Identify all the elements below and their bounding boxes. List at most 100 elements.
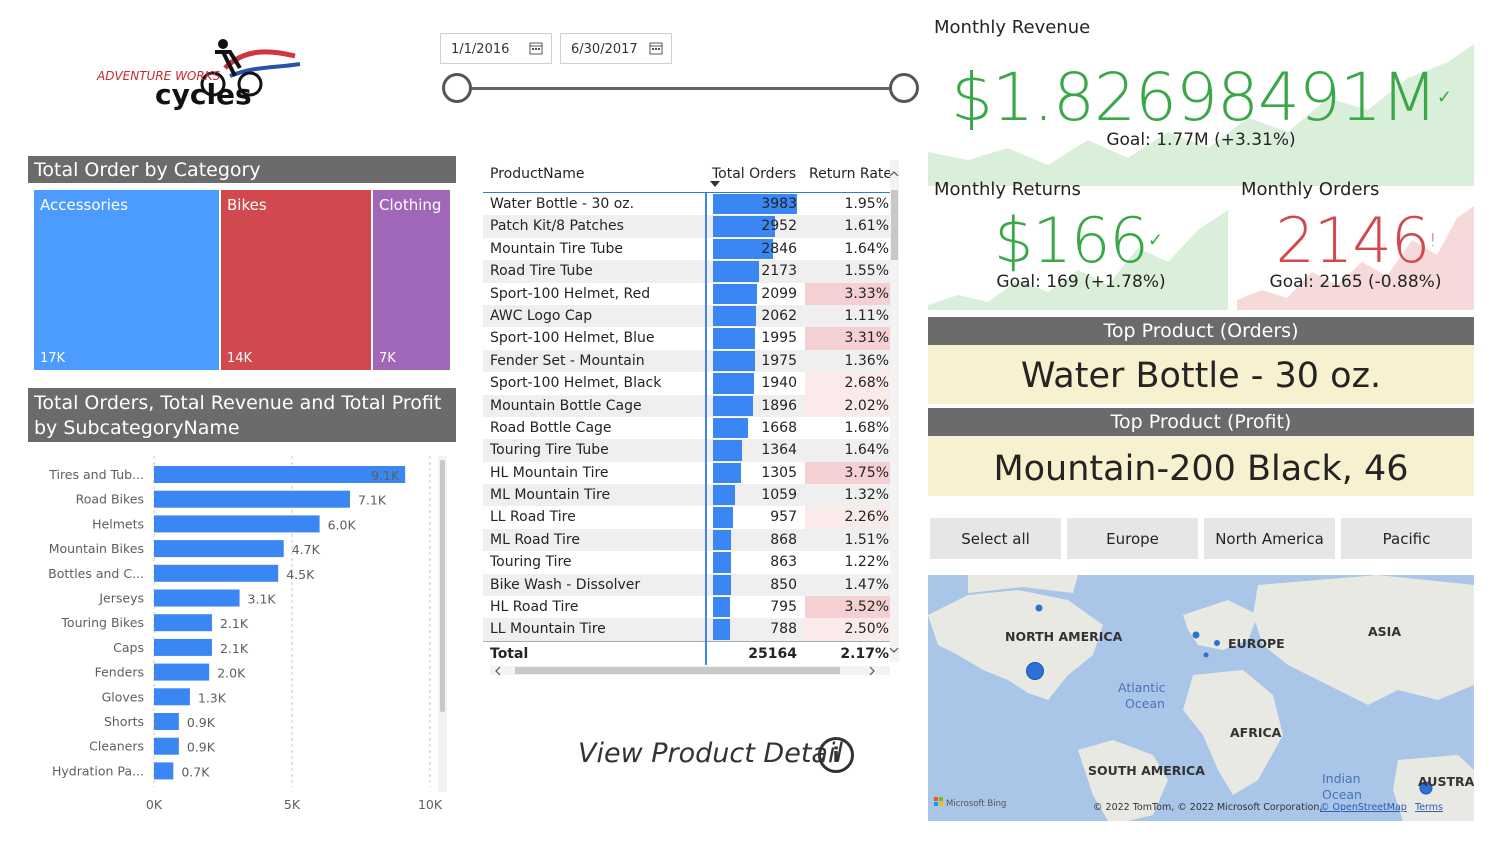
map-point-france[interactable] <box>1214 640 1220 646</box>
table-row[interactable]: Road Bottle Cage 1668 1.68% <box>483 417 898 439</box>
table-row[interactable]: Mountain Bottle Cage 1896 2.02% <box>483 394 898 417</box>
map-point-germany[interactable] <box>1203 652 1209 658</box>
total-orders-value: 2173 <box>761 263 797 280</box>
map-point-uk[interactable] <box>1192 631 1200 639</box>
treemap-tile-value: 14K <box>227 351 253 366</box>
end-date-value: 6/30/2017 <box>571 42 638 57</box>
map-point-canada[interactable] <box>1035 604 1043 612</box>
table-row[interactable]: Bike Wash - Dissolver 850 1.47% <box>483 573 898 597</box>
openstreetmap-link[interactable]: © OpenStreetMap <box>1320 802 1407 813</box>
table-row[interactable]: Fender Set - Mountain 1975 1.36% <box>483 349 898 373</box>
table-row[interactable]: Sport-100 Helmet, Black 1940 2.68% <box>483 372 898 395</box>
column-header-productname[interactable]: ProductName <box>490 166 585 182</box>
region-north-america-button[interactable]: North America <box>1204 518 1335 559</box>
view-product-detail-button[interactable]: View Product Detail <box>578 738 843 769</box>
table-total-row: Total 25164 2.17% <box>483 640 898 665</box>
bar-data-label: 9.1K <box>371 468 400 483</box>
total-orders-value: 1059 <box>761 487 797 504</box>
bar[interactable] <box>154 515 320 533</box>
bar[interactable] <box>154 540 284 558</box>
chart-scrollbar-thumb[interactable] <box>440 460 445 712</box>
treemap-tile-accessories[interactable]: Accessories 17K <box>34 190 219 370</box>
date-slider-start-handle[interactable] <box>442 73 472 103</box>
info-icon[interactable]: i <box>818 737 854 773</box>
monthly-orders-number: 2146 <box>1275 204 1430 277</box>
bar-data-label: 2.1K <box>220 641 249 656</box>
table-header-row: ProductName Total Orders Return Rate <box>483 160 898 193</box>
scroll-up-icon[interactable] <box>889 170 899 178</box>
calendar-icon[interactable] <box>649 41 663 55</box>
table-row[interactable]: Mountain Tire Tube 2846 1.64% <box>483 238 898 260</box>
product-name-cell: Sport-100 Helmet, Red <box>490 285 651 302</box>
bar[interactable] <box>154 589 240 607</box>
bar[interactable] <box>154 490 350 508</box>
scroll-left-icon[interactable] <box>494 666 502 676</box>
x-tick-label: 0K <box>146 797 163 812</box>
bar[interactable] <box>154 737 179 755</box>
table-row[interactable]: AWC Logo Cap 2062 1.11% <box>483 304 898 328</box>
bar[interactable] <box>154 713 179 730</box>
column-header-return-rate[interactable]: Return Rate <box>809 166 893 182</box>
region-europe-button[interactable]: Europe <box>1067 518 1198 559</box>
calendar-icon[interactable] <box>529 41 543 55</box>
return-rate-cell: 3.31% <box>805 327 891 350</box>
treemap-tile-value: 17K <box>40 351 66 366</box>
total-orders-cell: 957 <box>713 506 799 528</box>
table-row[interactable]: HL Road Tire 795 3.52% <box>483 596 898 619</box>
column-header-total-orders[interactable]: Total Orders <box>712 166 797 182</box>
table-row[interactable]: Water Bottle - 30 oz. 3983 1.95% <box>483 193 898 215</box>
treemap-tile-bikes[interactable]: Bikes 14K <box>221 190 371 370</box>
total-orders-cell: 2173 <box>713 260 799 282</box>
region-pacific-button[interactable]: Pacific <box>1341 518 1472 559</box>
monthly-revenue-number: $1.82698491M <box>951 59 1438 136</box>
table-row[interactable]: HL Mountain Tire 1305 3.75% <box>483 461 898 485</box>
sort-descending-icon[interactable] <box>710 181 720 188</box>
map-terms-link[interactable]: Terms <box>1414 802 1443 813</box>
scroll-down-icon[interactable] <box>889 646 899 654</box>
bar[interactable] <box>154 638 212 656</box>
bar[interactable] <box>154 762 174 780</box>
table-row[interactable]: Touring Tire 863 1.22% <box>483 551 898 573</box>
logo-text-cycles: cycles <box>155 78 252 110</box>
start-date-input[interactable]: 1/1/2016 <box>440 33 552 64</box>
table-vertical-scrollbar[interactable] <box>890 160 899 662</box>
table-row[interactable]: Road Tire Tube 2173 1.55% <box>483 260 898 283</box>
bar[interactable] <box>154 614 212 632</box>
bar[interactable] <box>154 663 210 681</box>
table-horizontal-scrollbar[interactable] <box>490 666 890 675</box>
table-row[interactable]: Patch Kit/8 Patches 2952 1.61% <box>483 215 898 238</box>
region-select-all-button[interactable]: Select all <box>930 518 1061 559</box>
monthly-returns-title: Monthly Returns <box>934 179 1081 200</box>
category-label: Fenders <box>95 665 144 680</box>
treemap-tile-clothing[interactable]: Clothing 7K <box>373 190 450 370</box>
return-rate-cell: 2.02% <box>805 394 891 417</box>
table-row[interactable]: Sport-100 Helmet, Red 2099 3.33% <box>483 282 898 305</box>
monthly-revenue-value: $1.82698491M✓ <box>928 58 1474 138</box>
bar-chart-title: Total Orders, Total Revenue and Total Pr… <box>28 388 456 442</box>
total-orders-cell: 1668 <box>713 417 799 439</box>
table-row[interactable]: ML Road Tire 868 1.51% <box>483 528 898 552</box>
table-row[interactable]: Touring Tire Tube 1364 1.64% <box>483 439 898 462</box>
date-slider-end-handle[interactable] <box>889 73 919 103</box>
map-point-australia[interactable] <box>1419 781 1433 795</box>
sales-map[interactable]: NORTH AMERICA EUROPE ASIA Atlantic Ocean… <box>928 575 1474 821</box>
scroll-right-icon[interactable] <box>868 666 876 676</box>
top-product-profit-value: Mountain-200 Black, 46 <box>928 436 1474 496</box>
table-row[interactable]: ML Mountain Tire 1059 1.32% <box>483 484 898 507</box>
bar[interactable] <box>154 466 406 483</box>
category-label: Helmets <box>92 516 144 531</box>
vertical-scrollbar-thumb[interactable] <box>891 190 898 260</box>
end-date-input[interactable]: 6/30/2017 <box>560 33 672 64</box>
bar[interactable] <box>154 688 190 706</box>
date-range-slider-track[interactable] <box>457 87 904 90</box>
table-row[interactable]: Sport-100 Helmet, Blue 1995 3.31% <box>483 327 898 350</box>
bar[interactable] <box>154 564 279 582</box>
total-orders-cell: 1940 <box>713 372 799 394</box>
table-row[interactable]: LL Mountain Tire 788 2.50% <box>483 618 898 641</box>
product-name-cell: ML Road Tire <box>490 531 580 548</box>
map-point-usa[interactable] <box>1026 662 1044 680</box>
horizontal-scrollbar-thumb[interactable] <box>515 667 840 674</box>
map-label-indian-ocean: Ocean <box>1322 787 1362 802</box>
table-row[interactable]: LL Road Tire 957 2.26% <box>483 506 898 529</box>
total-orders-cell: 1305 <box>713 462 799 484</box>
